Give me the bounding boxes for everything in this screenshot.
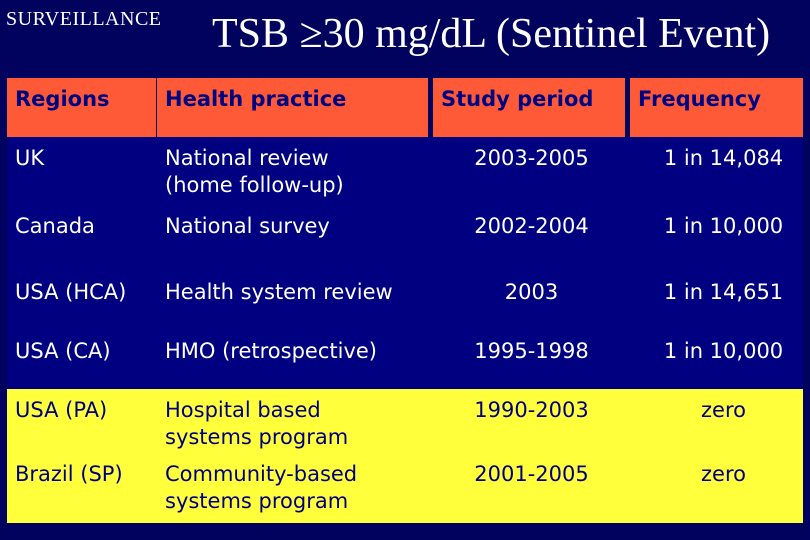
table-row-frequency: 1 in 10,000 — [630, 333, 803, 389]
table-row-period: 2003-2005 — [433, 137, 630, 205]
practice-line: National survey — [165, 214, 330, 238]
column-header-health-practice: Health practice — [157, 78, 428, 137]
slide-title: TSB ≥30 mg/dL (Sentinel Event) — [212, 11, 771, 57]
table-row-region: UK — [7, 137, 157, 205]
table-row-period: 2002-2004 — [433, 205, 630, 273]
table-row-practice: National survey — [157, 205, 433, 273]
section-label: SURVEILLANCE — [6, 8, 162, 30]
table-row-region: USA (HCA) — [7, 273, 157, 333]
table-row-frequency: 1 in 14,651 — [630, 273, 803, 333]
column-header-study-period: Study period — [433, 78, 625, 137]
table-row-frequency: zero — [630, 389, 803, 455]
table-row-region: Brazil (SP) — [7, 455, 157, 523]
practice-line: HMO (retrospective) — [165, 339, 377, 363]
practice-line: National review — [165, 146, 329, 170]
practice-line: systems program — [165, 489, 349, 513]
practice-line: systems program — [165, 425, 349, 449]
practice-line: Health system review — [165, 280, 393, 304]
column-header-regions: Regions — [7, 78, 156, 137]
table-row-period: 1995-1998 — [433, 333, 630, 389]
practice-line: Hospital based — [165, 398, 321, 422]
table-row-practice: HMO (retrospective) — [157, 333, 433, 389]
table-row-practice: Community-based systems program — [157, 455, 433, 523]
table-row-frequency: 1 in 14,084 — [630, 137, 803, 205]
table-row-region: USA (PA) — [7, 389, 157, 455]
column-header-frequency: Frequency — [630, 78, 803, 137]
table-row-region: Canada — [7, 205, 157, 273]
table-row-region: USA (CA) — [7, 333, 157, 389]
table-row-period: 1990-2003 — [433, 389, 630, 455]
table-row-frequency: 1 in 10,000 — [630, 205, 803, 273]
table-row-practice: National review (home follow-up) — [157, 137, 433, 205]
practice-line: (home follow-up) — [165, 173, 344, 197]
table-row-frequency: zero — [630, 455, 803, 523]
table-row-practice: Health system review — [157, 273, 433, 333]
table-row-period: 2003 — [433, 273, 630, 333]
table-row-period: 2001-2005 — [433, 455, 630, 523]
table-row-practice: Hospital based systems program — [157, 389, 433, 455]
practice-line: Community-based — [165, 462, 358, 486]
